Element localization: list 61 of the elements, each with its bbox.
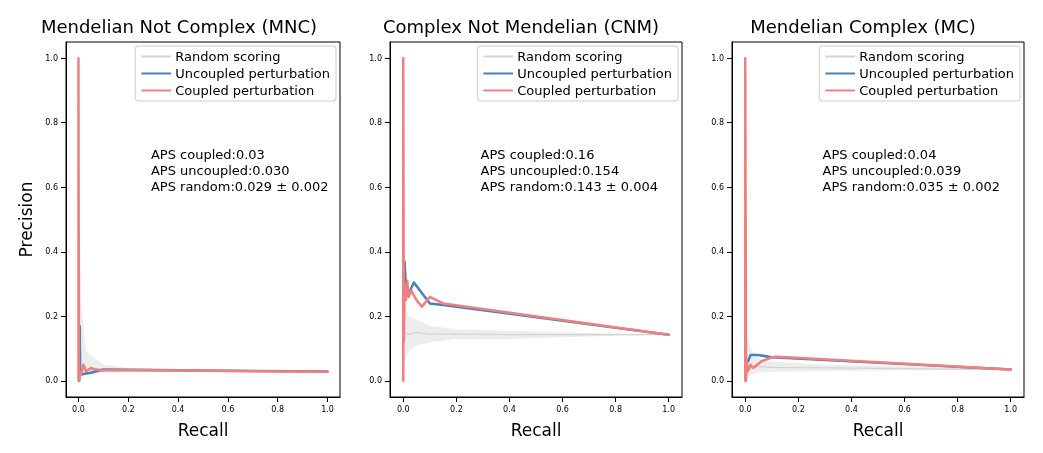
x-tick-label: 0.0 — [72, 404, 85, 414]
annotation: APS uncoupled:0.030 — [150, 163, 290, 178]
x-tick-label: 0.6 — [556, 404, 569, 414]
x-tick-label: 0.0 — [396, 404, 410, 414]
legend-label: Uncoupled perturbation — [859, 66, 1015, 81]
annotation: APS coupled:0.16 — [480, 147, 595, 162]
x-tick-label: 1.0 — [321, 404, 334, 414]
x-tick-label: 0.6 — [898, 404, 911, 414]
annotation: APS random:0.029 ± 0.002 — [150, 179, 329, 194]
annotation: APS coupled:0.04 — [822, 147, 937, 162]
x-tick-label: 0.8 — [271, 404, 285, 414]
x-axis-title: Recall — [852, 419, 904, 440]
y-tick-label: 0.6 — [711, 182, 724, 192]
x-tick-label: 1.0 — [662, 404, 676, 414]
x-tick-label: 0.0 — [738, 404, 752, 414]
x-axis-title: Recall — [177, 419, 229, 440]
y-tick-label: 0.6 — [369, 182, 382, 192]
y-tick-label: 0.4 — [711, 247, 724, 257]
y-tick-label: 0.2 — [45, 311, 58, 321]
x-tick-label: 0.6 — [221, 404, 235, 414]
y-tick-label: 0.4 — [45, 247, 58, 257]
x-tick-label: 0.4 — [845, 404, 858, 414]
x-tick-label: 0.2 — [450, 404, 463, 414]
y-tick-label: 0.4 — [369, 247, 382, 257]
y-tick-label: 0.0 — [369, 376, 382, 386]
legend-label: Random scoring — [859, 49, 965, 64]
annotation: APS uncoupled:0.154 — [480, 163, 620, 178]
legend-label: Random scoring — [175, 49, 281, 64]
x-axis-title: Recall — [510, 419, 562, 440]
x-tick-label: 0.2 — [792, 404, 805, 414]
y-tick-label: 1.0 — [369, 53, 382, 63]
y-axis-title: Precision — [15, 181, 36, 258]
legend-label: Coupled perturbation — [175, 83, 315, 98]
legend-label: Coupled perturbation — [517, 83, 657, 98]
x-tick-label: 0.8 — [951, 404, 964, 414]
chart-title: Mendelian Complex (MC) — [750, 15, 976, 37]
y-tick-label: 0.0 — [45, 376, 58, 386]
legend-label: Uncoupled perturbation — [175, 66, 331, 81]
chart-title: Complex Not Mendelian (CNM) — [382, 15, 660, 37]
y-tick-label: 0.8 — [711, 118, 724, 128]
x-tick-label: 1.0 — [1004, 404, 1018, 414]
annotation: APS random:0.035 ± 0.002 — [822, 179, 1001, 194]
y-tick-label: 1.0 — [711, 53, 724, 63]
x-tick-label: 0.8 — [609, 404, 622, 414]
y-tick-label: 1.0 — [45, 53, 58, 63]
y-tick-label: 0.6 — [45, 182, 58, 192]
y-tick-label: 0.0 — [711, 376, 724, 386]
x-tick-label: 0.4 — [503, 404, 516, 414]
y-tick-label: 0.8 — [369, 118, 382, 128]
annotation: APS uncoupled:0.039 — [822, 163, 962, 178]
y-tick-label: 0.8 — [45, 118, 58, 128]
legend-label: Random scoring — [517, 49, 623, 64]
y-tick-label: 0.2 — [711, 311, 724, 321]
chart-title: Mendelian Not Complex (MNC) — [40, 15, 318, 37]
x-tick-label: 0.2 — [121, 404, 135, 414]
x-tick-label: 0.4 — [171, 404, 185, 414]
y-tick-label: 0.2 — [369, 311, 382, 321]
legend-label: Uncoupled perturbation — [517, 66, 673, 81]
annotation: APS coupled:0.03 — [150, 147, 265, 162]
legend-label: Coupled perturbation — [859, 83, 999, 98]
annotation: APS random:0.143 ± 0.004 — [480, 179, 659, 194]
